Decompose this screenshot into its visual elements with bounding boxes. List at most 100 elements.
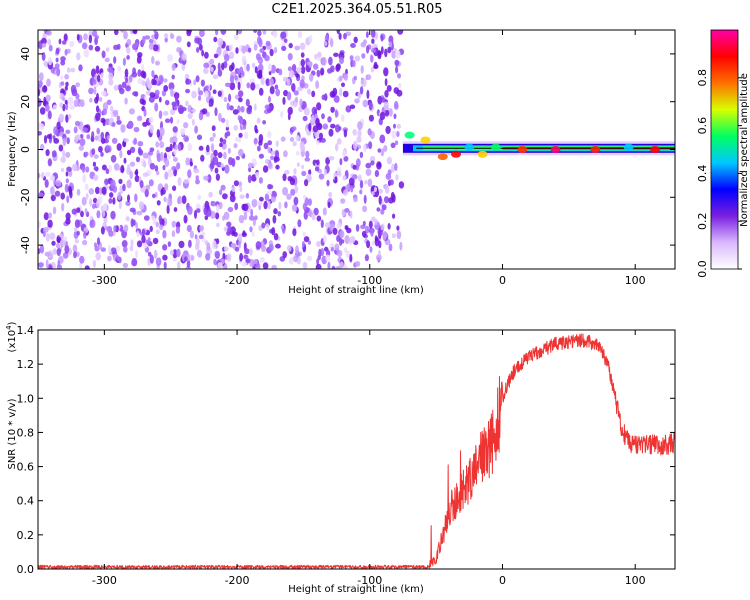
- spectrogram-noise-blob: [187, 169, 192, 179]
- spectrogram-noise-blob: [79, 255, 85, 264]
- spectrogram-noise-blob: [393, 113, 397, 120]
- spectrogram-noise-blob: [307, 255, 313, 262]
- spectrogram-noise-blob: [335, 143, 339, 152]
- spectrogram-noise-blob: [38, 83, 41, 89]
- spectrogram-noise-blob: [61, 40, 67, 45]
- spectrogram-noise-blob: [212, 156, 219, 166]
- spectrogram-noise-blob: [113, 163, 120, 171]
- spectrogram-noise-blob: [74, 219, 80, 229]
- spectrogram-noise-blob: [364, 254, 369, 262]
- spectrogram-noise-blob: [234, 202, 239, 211]
- spectrogram-noise-blob: [334, 176, 338, 183]
- spectrogram-noise-blob: [164, 183, 169, 191]
- spectrogram-noise-blob: [269, 86, 275, 95]
- signal-blob: [420, 136, 431, 144]
- spectrogram-noise-blob: [239, 185, 243, 192]
- spectrogram-noise-blob: [95, 186, 100, 195]
- spectrogram-noise-blob: [352, 164, 357, 170]
- spectrogram-noise-blob: [43, 60, 49, 67]
- spectrogram-noise-blob: [88, 188, 95, 195]
- spectrogram-noise-blob: [126, 55, 130, 60]
- spectrogram-noise-blob: [229, 75, 235, 84]
- spectrogram-noise-blob: [293, 90, 299, 96]
- spectrogram-noise-blob: [123, 138, 129, 143]
- spectrogram-noise-blob: [280, 136, 286, 142]
- spectrogram-noise-blob: [108, 164, 113, 172]
- spectrogram-noise-blob: [91, 148, 96, 156]
- spectrogram-noise-blob: [244, 248, 250, 255]
- spectrogram-noise-blob: [281, 45, 287, 52]
- spectrogram-noise-blob: [222, 193, 228, 200]
- spectrogram-noise-blob: [139, 180, 144, 189]
- spectrogram-noise-blob: [153, 251, 158, 257]
- spectrogram-noise-blob: [360, 65, 364, 74]
- spectrogram-noise-blob: [174, 144, 178, 151]
- spectrogram-noise-blob: [268, 70, 272, 76]
- spectrogram-noise-blob: [120, 124, 126, 133]
- spectrogram-noise-blob: [235, 155, 240, 161]
- spectrogram-noise-blob: [312, 125, 319, 133]
- spectrogram-noise-blob: [208, 101, 212, 107]
- spectrogram-noise-blob: [229, 82, 236, 91]
- spectrogram-noise-blob: [127, 121, 134, 128]
- snr-panel: -300 -200 -100 0 100 0.0 0.2 0.4 0.6 0.8 1.0 1.2 1.…: [5, 321, 676, 595]
- spectrogram-noise-blob: [58, 38, 62, 45]
- spectrogram-noise-blob: [59, 102, 63, 108]
- spectrogram-noise-blob: [163, 85, 169, 92]
- spectrogram-noise-blob: [95, 252, 101, 261]
- spectrogram-noise-blob: [223, 246, 229, 252]
- spectrogram-noise-blob: [233, 125, 238, 131]
- spectrogram-noise-blob: [273, 233, 279, 241]
- spectrogram-noise-blob: [396, 230, 402, 240]
- spectrogram-noise-blob: [302, 202, 307, 211]
- spectrogram-noise-blob: [330, 106, 335, 113]
- spectrogram-noise-blob: [339, 158, 343, 166]
- spectrogram-noise-blob: [267, 190, 273, 196]
- spectrogram-noise-blob: [51, 150, 57, 158]
- spectrogram-noise-blob: [45, 149, 50, 157]
- spectrogram-noise-blob: [96, 210, 101, 219]
- spectrogram-noise-blob: [55, 57, 59, 63]
- spectrogram-noise-blob: [217, 152, 223, 159]
- spectrogram-noise-blob: [142, 172, 149, 177]
- snr-y-tick-label: 0.6: [17, 461, 35, 474]
- spectrogram-noise-blob: [378, 195, 382, 205]
- spectrogram-noise-blob: [88, 87, 94, 95]
- spectrogram-noise-blob: [227, 147, 231, 154]
- spectrogram-noise-blob: [368, 220, 373, 229]
- spectrogram-noise-blob: [167, 241, 172, 247]
- spectrogram-noise-blob: [59, 239, 66, 248]
- spectrogram-noise-blob: [238, 239, 242, 249]
- spectrogram-noise-blob: [239, 194, 245, 199]
- spectrogram-noise-blob: [221, 142, 227, 150]
- spectrogram-noise-blob: [79, 99, 85, 107]
- spectrogram-noise-blob: [329, 90, 336, 98]
- spectrogram-noise-blob: [226, 221, 232, 228]
- spectrogram-noise-blob: [76, 251, 80, 257]
- spectrogram-noise-blob: [125, 85, 131, 92]
- spectrogram-noise-blob: [370, 228, 374, 237]
- snr-x-tick-label: -100: [357, 574, 382, 587]
- spectrogram-noise-blob: [147, 237, 151, 242]
- spectrogram-noise-blob: [215, 212, 220, 220]
- spectrogram-noise-blob: [293, 168, 297, 175]
- snr-multiplier-base: (x10: [7, 330, 18, 353]
- spectrogram-y-ticks: -40 -20 0 20 40: [19, 47, 675, 254]
- spectrogram-noise-blob: [38, 262, 44, 268]
- spectrogram-noise-blob: [100, 137, 106, 144]
- spectrogram-noise-blob: [330, 123, 336, 129]
- spectrogram-noise-blob: [294, 185, 299, 194]
- snr-y-tick-label: 0.4: [17, 495, 35, 508]
- spectrogram-noise-blob: [321, 113, 325, 120]
- spectrogram-noise-blob: [374, 218, 378, 226]
- spectrogram-noise-blob: [334, 109, 338, 118]
- spectrogram-noise-blob: [280, 31, 287, 39]
- spectrogram-noise-blob: [165, 118, 171, 123]
- spectrogram-noise-blob: [149, 254, 154, 264]
- spectrogram-noise-blob: [80, 210, 84, 218]
- spectrogram-noise-blob: [49, 175, 56, 182]
- spectrogram-noise-blob: [176, 162, 181, 170]
- spectrogram-noise-blob: [245, 258, 251, 264]
- spectrogram-x-tick-label: 100: [625, 274, 646, 287]
- spectrogram-noise-blob: [171, 230, 176, 238]
